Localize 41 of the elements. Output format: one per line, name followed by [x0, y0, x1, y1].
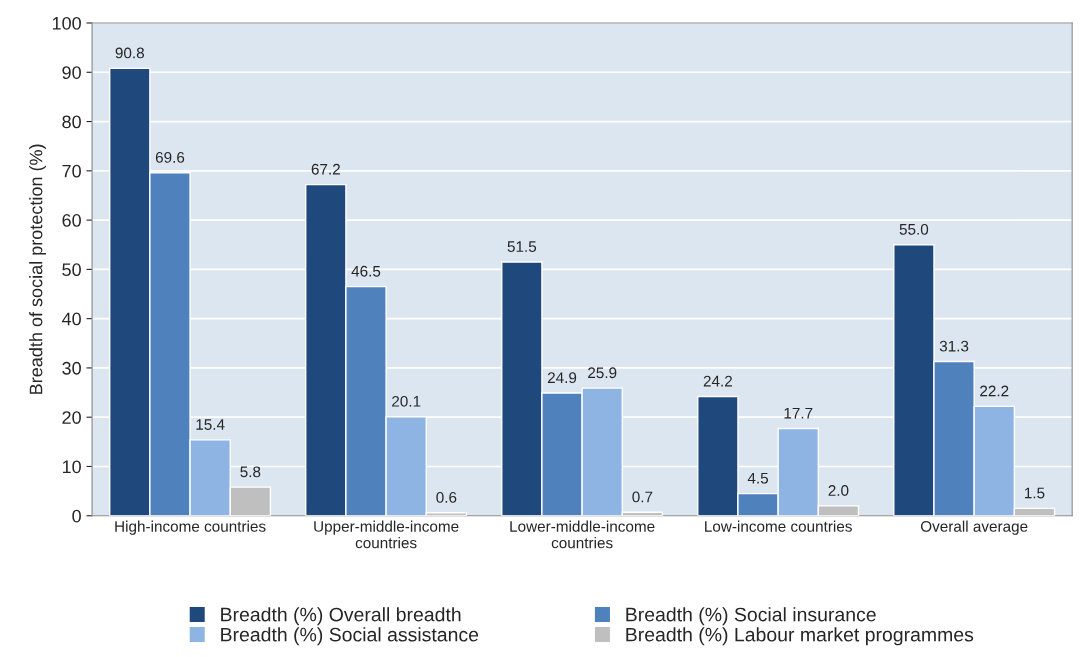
- legend-label: Breadth (%) Overall breadth: [221, 607, 461, 626]
- data-label: 4.5: [747, 472, 769, 484]
- y-axis-title: Breadth of social protection (%): [29, 144, 46, 394]
- data-label: 67.2: [311, 163, 340, 175]
- y-tick-label: 40: [61, 312, 81, 326]
- data-label: 20.1: [392, 395, 421, 407]
- x-tick-label: Overall average: [920, 520, 1028, 535]
- y-tick-label: 60: [62, 214, 81, 227]
- data-label: 15.4: [196, 419, 225, 430]
- y-tick-label: 10: [62, 460, 81, 474]
- data-label: 0.7: [632, 491, 653, 503]
- y-tick-label: 80: [62, 115, 81, 129]
- data-label: 69.6: [155, 152, 185, 163]
- y-tick-label: 90: [62, 66, 81, 79]
- data-label: 25.9: [588, 367, 617, 379]
- y-tick-label: 50: [62, 263, 81, 277]
- data-label: 24.2: [703, 375, 732, 387]
- y-tick-label: 100: [52, 16, 81, 30]
- data-label: 22.2: [980, 385, 1009, 397]
- data-label: 24.9: [547, 372, 577, 384]
- data-label: 51.5: [507, 241, 537, 253]
- data-label: 0.6: [436, 492, 457, 503]
- data-label: 46.5: [351, 265, 381, 277]
- legend-label: Breadth (%) Social assistance: [221, 627, 479, 646]
- y-tick-label: 20: [62, 411, 81, 424]
- data-label: 55.0: [899, 223, 929, 235]
- x-tick-label: High-income countries: [115, 520, 266, 535]
- y-tick-label: 30: [62, 361, 81, 375]
- data-label: 90.8: [115, 47, 144, 59]
- x-tick-label: Upper-middle-income countries: [314, 520, 459, 549]
- x-tick-label: Lower-middle-income countries: [510, 520, 655, 549]
- data-label: 17.7: [784, 407, 813, 419]
- x-tick-label: Low-income countries: [705, 520, 852, 532]
- y-tick-label: 70: [62, 164, 81, 178]
- data-label: 5.8: [240, 466, 261, 478]
- y-tick-label: 0: [72, 509, 81, 523]
- legend-label: Breadth (%) Social insurance: [626, 607, 876, 626]
- legend-label: Breadth (%) Labour market programmes: [626, 627, 974, 646]
- data-label: 31.3: [939, 340, 969, 352]
- data-label: 1.5: [1024, 487, 1045, 499]
- data-label: 2.0: [828, 485, 849, 496]
